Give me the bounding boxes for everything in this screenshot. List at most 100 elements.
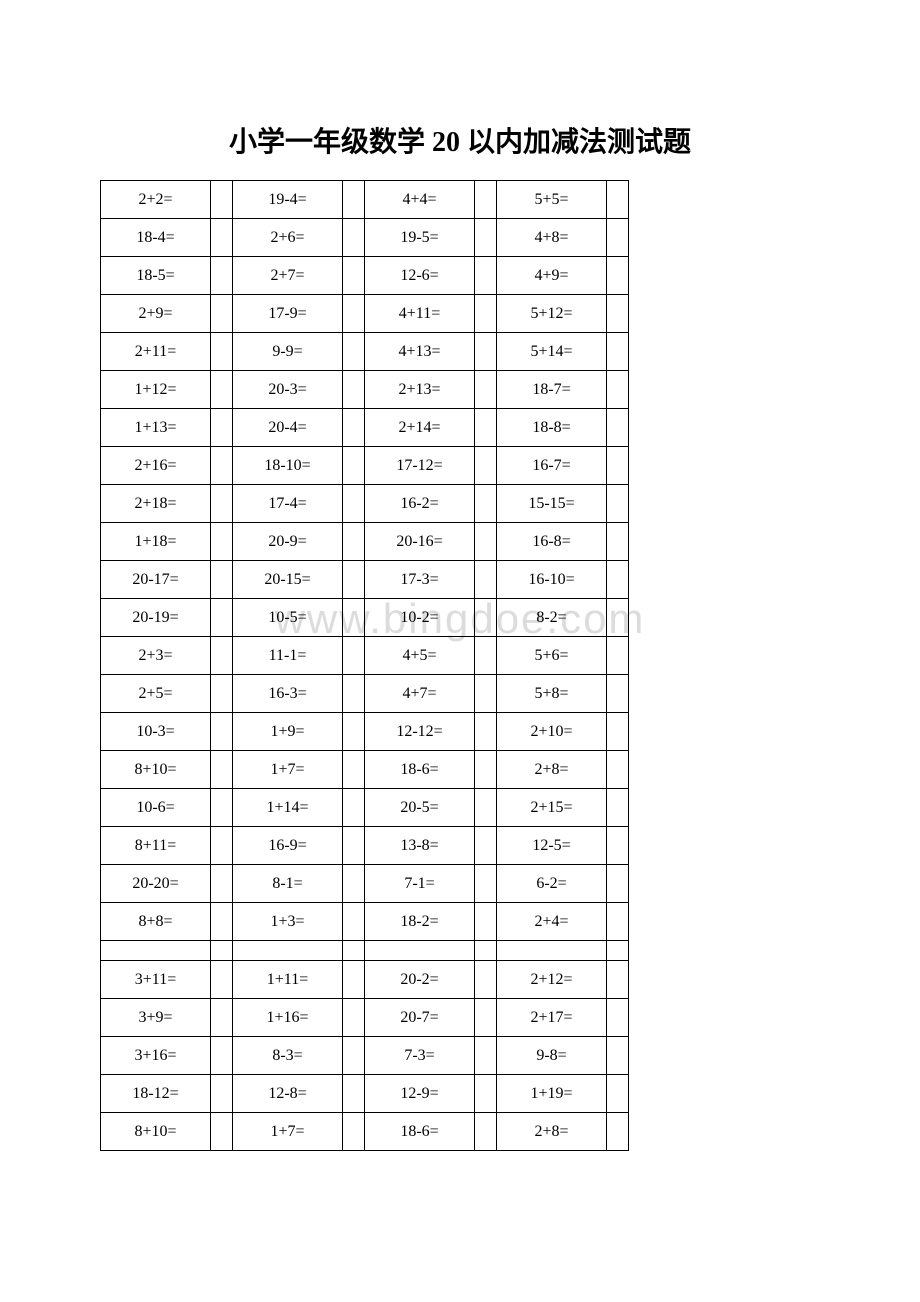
answer-cell [211, 523, 233, 561]
answer-cell [607, 637, 629, 675]
table-row: 1+12=20-3=2+13=18-7= [101, 371, 629, 409]
problem-cell: 1+9= [233, 713, 343, 751]
problem-cell: 1+12= [101, 371, 211, 409]
problem-cell: 20-16= [365, 523, 475, 561]
answer-cell [343, 599, 365, 637]
answer-cell [475, 523, 497, 561]
problem-cell: 18-5= [101, 257, 211, 295]
answer-cell [475, 827, 497, 865]
table-row: 2+18=17-4=16-2=15-15= [101, 485, 629, 523]
content-wrapper: 小学一年级数学 20 以内加减法测试题 2+2=19-4=4+4=5+5=18-… [100, 120, 820, 1151]
problem-cell: 1+19= [497, 1075, 607, 1113]
problem-cell: 9-9= [233, 333, 343, 371]
answer-cell [211, 219, 233, 257]
problem-cell: 8+8= [101, 903, 211, 941]
answer-cell [607, 1037, 629, 1075]
answer-cell [343, 219, 365, 257]
problem-cell: 9-8= [497, 1037, 607, 1075]
problem-cell: 5+5= [497, 181, 607, 219]
problem-cell: 2+12= [497, 961, 607, 999]
problem-cell: 16-3= [233, 675, 343, 713]
answer-cell [475, 561, 497, 599]
problem-cell: 10-6= [101, 789, 211, 827]
answer-cell [343, 371, 365, 409]
answer-cell [211, 1037, 233, 1075]
answer-cell [607, 295, 629, 333]
problem-cell: 2+18= [101, 485, 211, 523]
answer-cell [211, 789, 233, 827]
problem-cell: 18-6= [365, 751, 475, 789]
problem-cell: 1+13= [101, 409, 211, 447]
answer-cell [211, 447, 233, 485]
problem-cell: 3+11= [101, 961, 211, 999]
problem-cell: 20-17= [101, 561, 211, 599]
answer-cell [607, 903, 629, 941]
problem-cell: 4+13= [365, 333, 475, 371]
answer-cell [607, 999, 629, 1037]
problem-cell: 4+5= [365, 637, 475, 675]
answer-cell [607, 675, 629, 713]
answer-cell [475, 599, 497, 637]
problem-cell: 4+7= [365, 675, 475, 713]
problem-cell: 2+13= [365, 371, 475, 409]
table-row: 8+11=16-9=13-8=12-5= [101, 827, 629, 865]
problem-cell: 10-3= [101, 713, 211, 751]
table-row: 1+13=20-4=2+14=18-8= [101, 409, 629, 447]
problem-cell: 18-10= [233, 447, 343, 485]
table-row [101, 941, 629, 961]
problem-cell: 19-4= [233, 181, 343, 219]
problem-cell: 20-19= [101, 599, 211, 637]
problem-cell: 18-6= [365, 1113, 475, 1151]
answer-cell [607, 599, 629, 637]
problem-cell: 2+17= [497, 999, 607, 1037]
problem-cell: 17-3= [365, 561, 475, 599]
table-row: 18-5=2+7=12-6=4+9= [101, 257, 629, 295]
answer-cell [475, 865, 497, 903]
answer-cell [607, 713, 629, 751]
problem-cell: 16-2= [365, 485, 475, 523]
answer-cell [607, 333, 629, 371]
answer-cell [607, 371, 629, 409]
problem-cell [365, 941, 475, 961]
answer-cell [475, 637, 497, 675]
answer-cell [211, 561, 233, 599]
answer-cell [475, 295, 497, 333]
answer-cell [343, 181, 365, 219]
problem-cell: 4+11= [365, 295, 475, 333]
table-row: 18-12=12-8=12-9=1+19= [101, 1075, 629, 1113]
answer-cell [211, 827, 233, 865]
problem-cell: 2+2= [101, 181, 211, 219]
table-row: 10-6=1+14=20-5=2+15= [101, 789, 629, 827]
problem-cell: 8-1= [233, 865, 343, 903]
page-title: 小学一年级数学 20 以内加减法测试题 [100, 120, 820, 160]
table-row: 3+16=8-3=7-3=9-8= [101, 1037, 629, 1075]
problem-cell: 20-9= [233, 523, 343, 561]
math-problems-table: 2+2=19-4=4+4=5+5=18-4=2+6=19-5=4+8=18-5=… [100, 180, 629, 1151]
problem-cell: 12-12= [365, 713, 475, 751]
problem-cell: 12-6= [365, 257, 475, 295]
answer-cell [607, 1075, 629, 1113]
table-row: 18-4=2+6=19-5=4+8= [101, 219, 629, 257]
problem-cell: 1+7= [233, 751, 343, 789]
answer-cell [475, 999, 497, 1037]
table-row: 2+5=16-3=4+7=5+8= [101, 675, 629, 713]
answer-cell [211, 181, 233, 219]
answer-cell [211, 713, 233, 751]
answer-cell [343, 789, 365, 827]
problem-cell: 5+6= [497, 637, 607, 675]
table-row: 3+9=1+16=20-7=2+17= [101, 999, 629, 1037]
table-row: 20-17=20-15=17-3=16-10= [101, 561, 629, 599]
answer-cell [475, 1113, 497, 1151]
answer-cell [607, 485, 629, 523]
answer-cell [343, 409, 365, 447]
answer-cell [343, 999, 365, 1037]
answer-cell [475, 961, 497, 999]
problem-cell: 5+8= [497, 675, 607, 713]
answer-cell [211, 409, 233, 447]
answer-cell [343, 447, 365, 485]
answer-cell [475, 941, 497, 961]
answer-cell [343, 333, 365, 371]
answer-cell [211, 751, 233, 789]
answer-cell [475, 447, 497, 485]
table-row: 10-3=1+9=12-12=2+10= [101, 713, 629, 751]
